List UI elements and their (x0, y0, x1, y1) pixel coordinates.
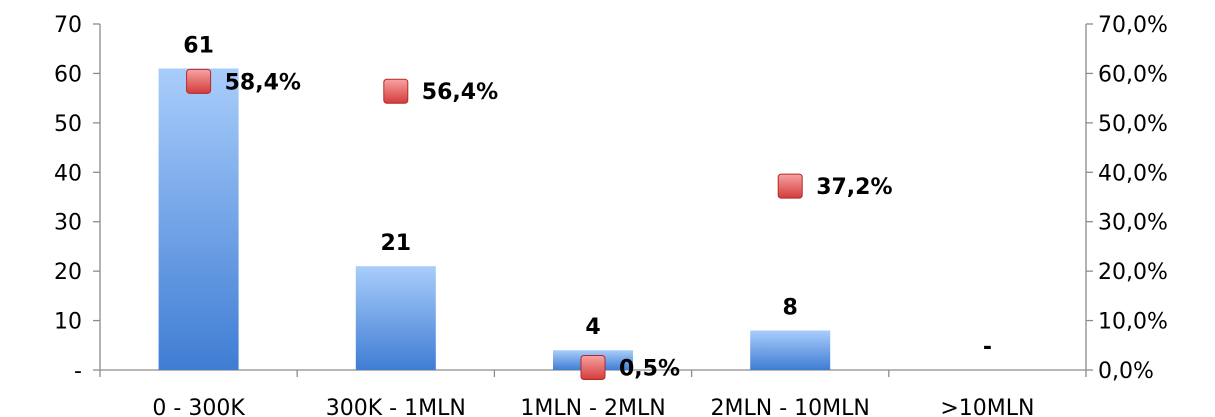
percent-marker (777, 173, 803, 199)
right-tick-label: 40,0% (1098, 161, 1168, 186)
x-category-label: 300K - 1MLN (326, 396, 466, 417)
x-category-label: >10MLN (940, 396, 1034, 417)
bar-data-label: 8 (783, 295, 798, 320)
left-tick-label: 50 (54, 112, 82, 137)
bar-series (158, 68, 831, 370)
percent-marker-series (186, 68, 803, 381)
percent-data-label: 37,2% (816, 175, 892, 200)
x-category-label: 1MLN - 2MLN (520, 396, 665, 417)
bar (750, 330, 831, 370)
x-category-label: 2MLN - 10MLN (711, 396, 870, 417)
left-tick-label: 40 (54, 161, 82, 186)
left-tick-label: 70 (54, 13, 82, 38)
percent-data-label: 58,4% (225, 70, 301, 95)
bar-data-labels: 61 21 4 8 - (183, 33, 992, 360)
x-category-label: 0 - 300K (152, 396, 245, 417)
right-tick-label: 20,0% (1098, 260, 1168, 285)
right-tick-label: 60,0% (1098, 62, 1168, 87)
percent-data-labels: 58,4% 56,4% 0,5% 37,2% (225, 70, 893, 381)
left-tick-label: 60 (54, 62, 82, 87)
bar-data-label: 21 (380, 231, 411, 256)
bar (355, 266, 436, 370)
right-tick-label: 30,0% (1098, 211, 1168, 236)
right-tick-label: 50,0% (1098, 112, 1168, 137)
bar-data-label: 4 (585, 315, 600, 340)
percent-marker (383, 78, 409, 104)
right-tick-label: 70,0% (1098, 13, 1168, 38)
percent-data-label: 56,4% (422, 80, 498, 105)
left-tick-label: - (74, 359, 82, 384)
bar-data-label: 61 (183, 33, 214, 58)
percent-data-label: 0,5% (619, 357, 680, 382)
percent-marker (580, 355, 606, 381)
left-tick-label: 20 (54, 260, 82, 285)
left-tick-label: 30 (54, 211, 82, 236)
percent-marker (186, 68, 212, 94)
right-tick-label: 10,0% (1098, 310, 1168, 335)
right-tick-label: 0,0% (1098, 359, 1154, 384)
bar (158, 68, 239, 370)
axes: - 10 20 30 40 50 60 70 0,0% 10,0% 20,0% 30,0% 40,0% 5… (54, 13, 1168, 417)
bar-data-label: - (983, 335, 992, 360)
left-tick-label: 10 (54, 310, 82, 335)
